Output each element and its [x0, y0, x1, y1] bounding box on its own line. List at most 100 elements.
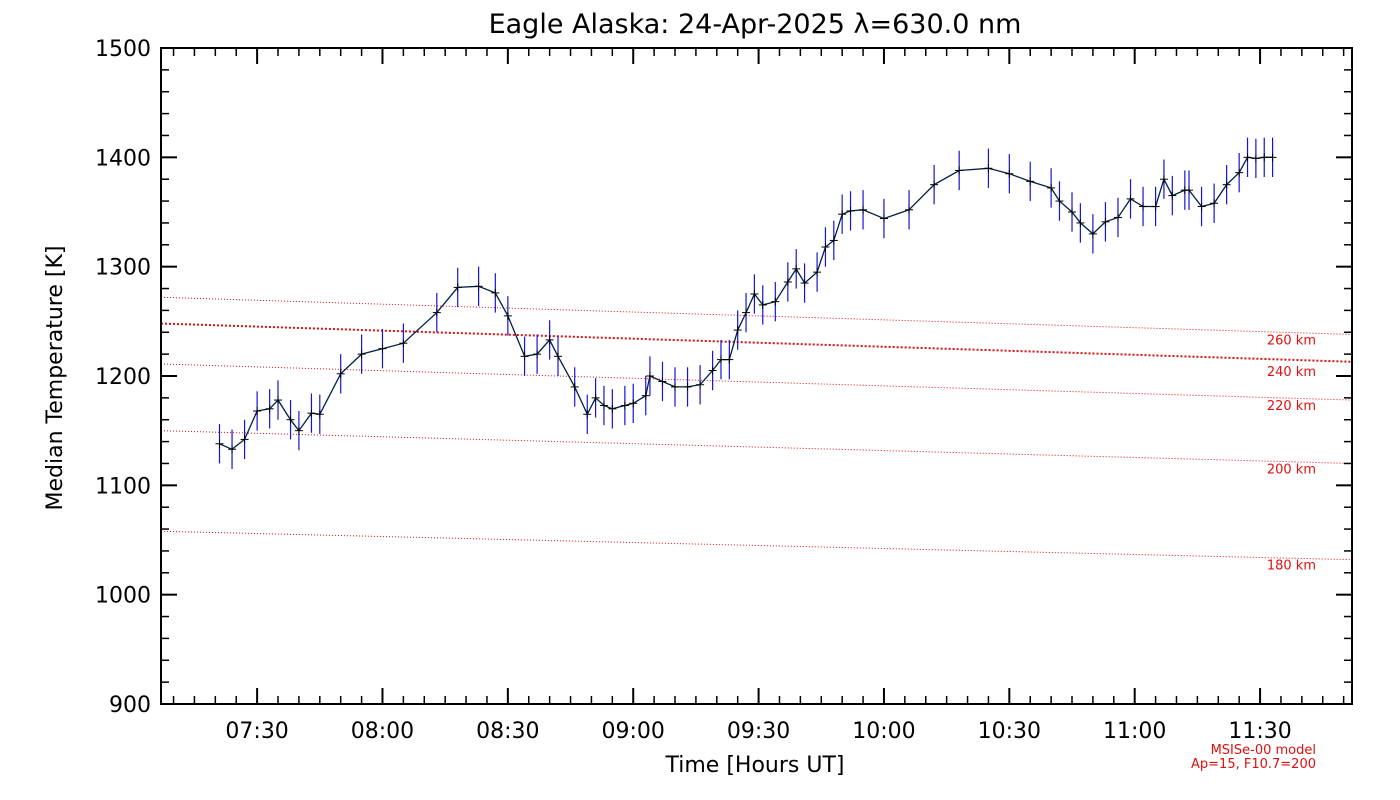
data-point [955, 166, 964, 175]
data-point [641, 391, 650, 400]
data-point [783, 277, 792, 286]
data-point [829, 236, 838, 245]
model-note-line-2: Ap=15, F10.7=200 [1191, 757, 1316, 772]
data-point [1222, 180, 1231, 189]
data-point [1026, 177, 1035, 186]
data-point [683, 382, 692, 391]
data-point [879, 214, 888, 223]
axes: 900 1000 1100 1200 1300 1400 1500 07:30 08:00 08:… [95, 37, 1353, 744]
data-point [1185, 186, 1194, 195]
data-point [708, 366, 717, 375]
data-point [1243, 153, 1252, 162]
data-point [716, 355, 725, 364]
data-point [315, 410, 324, 419]
x-tick-label: 11:30 [1228, 719, 1291, 744]
data-series [215, 137, 1277, 469]
data-point [491, 288, 500, 297]
data-point [1197, 202, 1206, 211]
data-point [984, 164, 993, 173]
data-point [1210, 199, 1219, 208]
data-point [846, 206, 855, 215]
data-point [399, 339, 408, 348]
data-point [1235, 168, 1244, 177]
data-point [520, 352, 529, 361]
y-tick-label: 1100 [95, 474, 151, 499]
data-point [432, 308, 441, 317]
data-point [758, 300, 767, 309]
model-note-line-1: MSISe-00 model [1211, 743, 1316, 758]
data-point [1260, 153, 1269, 162]
data-point [215, 439, 224, 448]
data-point [620, 401, 629, 410]
y-tick-label: 1000 [95, 584, 151, 609]
model-note: MSISe-00 model Ap=15, F10.7=200 [1191, 743, 1316, 772]
data-point [240, 435, 249, 444]
data-point [583, 410, 592, 419]
data-point [1168, 191, 1177, 200]
data-point [253, 406, 262, 415]
model-line-240-km [160, 322, 1353, 363]
data-point [1159, 175, 1168, 184]
y-tick-label: 1500 [95, 37, 151, 62]
data-point [1055, 197, 1064, 206]
data-point [1139, 202, 1148, 211]
data-point [1151, 202, 1160, 211]
data-point [645, 372, 654, 380]
data-point [629, 399, 638, 408]
data-point [474, 282, 483, 291]
data-point [545, 335, 554, 344]
data-point [671, 382, 680, 391]
data-point [1047, 183, 1056, 192]
data-point [1005, 169, 1014, 178]
data-point [378, 344, 387, 353]
x-tick-label: 08:30 [476, 719, 539, 744]
chart-title: Eagle Alaska: 24-Apr-2025 λ=630.0 nm [489, 9, 1022, 40]
data-point [265, 404, 274, 413]
data-point [1068, 208, 1077, 216]
data-point [696, 380, 705, 389]
data-point [733, 326, 742, 335]
x-axis-label: Time [Hours UT] [665, 753, 845, 778]
data-point [336, 369, 345, 378]
y-tick-label: 1400 [95, 146, 151, 171]
model-line-label: 240 km [1267, 365, 1316, 380]
data-point [905, 205, 914, 214]
data-point [591, 393, 600, 402]
data-point [1126, 194, 1135, 203]
data-point [294, 426, 303, 435]
x-tick-label: 11:00 [1103, 719, 1166, 744]
data-point [286, 415, 295, 424]
data-point [274, 396, 283, 405]
data-point [533, 350, 542, 359]
x-tick-label: 07:30 [225, 719, 288, 744]
data-point [800, 279, 809, 288]
data-point [813, 268, 822, 277]
data-point [357, 350, 366, 359]
x-tick-label: 10:30 [978, 719, 1041, 744]
data-point [554, 352, 562, 361]
data-point [1101, 217, 1110, 226]
y-tick-label: 900 [109, 693, 151, 718]
data-point [453, 283, 462, 292]
model-line-label: 220 km [1267, 399, 1316, 414]
x-tick-label: 09:00 [602, 719, 665, 744]
data-point [930, 180, 939, 189]
data-point [792, 264, 801, 273]
data-point [228, 445, 237, 454]
x-tick-label: 08:00 [351, 719, 414, 744]
data-point [503, 311, 512, 320]
model-line-260-km [160, 296, 1353, 335]
model-altitude-lines: 260 km 240 km 220 km 200 km 180 km [160, 296, 1353, 574]
data-point [307, 409, 316, 418]
data-point [771, 297, 780, 306]
series-line [219, 156, 1273, 451]
model-line-220-km [160, 363, 1353, 401]
y-tick-label: 1300 [95, 256, 151, 281]
model-line-label: 260 km [1267, 333, 1316, 348]
data-point [1088, 229, 1097, 238]
data-point [725, 355, 734, 364]
data-point [838, 210, 847, 219]
data-point [1076, 218, 1085, 227]
model-line-200-km [160, 430, 1353, 464]
